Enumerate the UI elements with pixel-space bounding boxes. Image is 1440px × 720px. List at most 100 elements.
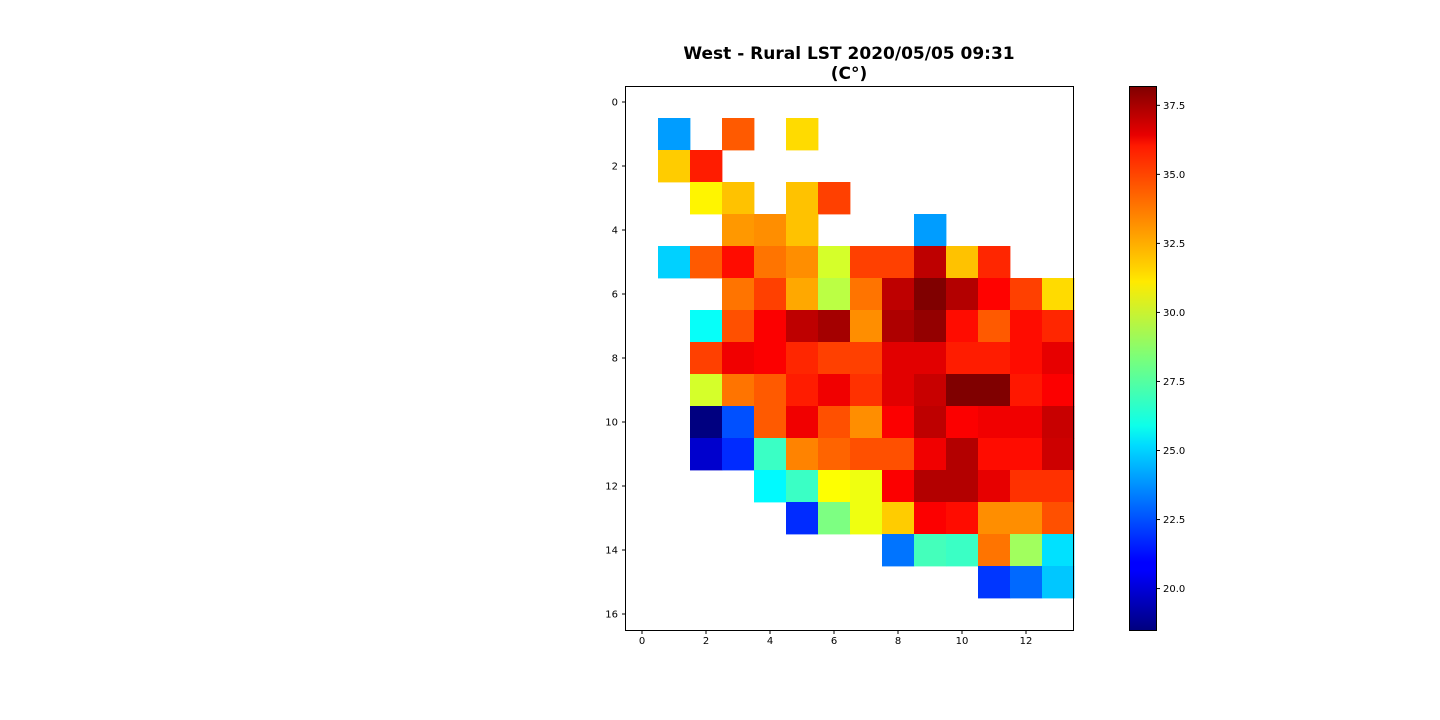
heatmap-cell bbox=[914, 502, 947, 535]
heatmap-cell bbox=[1042, 566, 1075, 599]
heatmap-cell bbox=[914, 310, 947, 343]
heatmap-cell bbox=[914, 470, 947, 503]
colorbar-tick-label: 25.0 bbox=[1163, 446, 1185, 457]
heatmap-cell bbox=[978, 246, 1011, 279]
x-tick-label: 10 bbox=[956, 636, 969, 647]
heatmap-cell bbox=[946, 246, 979, 279]
heatmap-cell bbox=[882, 406, 915, 439]
y-tick-label: 8 bbox=[612, 354, 618, 365]
y-tick-label: 14 bbox=[605, 546, 618, 557]
heatmap-cell bbox=[882, 246, 915, 279]
heatmap-cell bbox=[690, 438, 723, 471]
y-tick-label: 0 bbox=[612, 98, 618, 109]
colorbar-frame bbox=[1129, 86, 1157, 631]
heatmap-cell bbox=[1010, 438, 1043, 471]
heatmap-cells bbox=[658, 118, 1075, 599]
heatmap-cell bbox=[882, 502, 915, 535]
heatmap-cell bbox=[914, 374, 947, 407]
heatmap-cell bbox=[914, 246, 947, 279]
heatmap-cell bbox=[786, 406, 819, 439]
heatmap-cell bbox=[882, 310, 915, 343]
heatmap-cell bbox=[786, 118, 819, 151]
heatmap-cell bbox=[978, 534, 1011, 567]
heatmap-cell bbox=[946, 502, 979, 535]
heatmap-cell bbox=[850, 374, 883, 407]
heatmap-cell bbox=[818, 310, 851, 343]
heatmap-cell bbox=[978, 278, 1011, 311]
chart-subtitle: (C°) bbox=[830, 64, 868, 84]
colorbar-tick-label: 37.5 bbox=[1163, 101, 1185, 112]
heatmap-cell bbox=[722, 438, 755, 471]
heatmap-cell bbox=[1010, 470, 1043, 503]
heatmap-cell bbox=[946, 438, 979, 471]
heatmap-cell bbox=[754, 246, 787, 279]
heatmap-cell bbox=[978, 342, 1011, 375]
heatmap-cell bbox=[722, 182, 755, 215]
heatmap-cell bbox=[1010, 534, 1043, 567]
heatmap-cell bbox=[754, 342, 787, 375]
heatmap-cell bbox=[786, 182, 819, 215]
colorbar-tick-label: 20.0 bbox=[1163, 584, 1185, 595]
heatmap-cell bbox=[1042, 310, 1075, 343]
heatmap-cell bbox=[914, 406, 947, 439]
heatmap-cell bbox=[818, 374, 851, 407]
heatmap-cell bbox=[1010, 566, 1043, 599]
heatmap-cell bbox=[658, 150, 691, 183]
heatmap-cell bbox=[1042, 502, 1075, 535]
x-tick-label: 4 bbox=[767, 636, 773, 647]
heatmap-cell bbox=[818, 246, 851, 279]
heatmap-cell bbox=[690, 246, 723, 279]
x-axis: 0 2 4 6 8 10 12 bbox=[639, 630, 1032, 647]
heatmap-cell bbox=[786, 502, 819, 535]
y-axis: 0 2 4 6 8 10 12 14 16 bbox=[605, 98, 626, 621]
y-tick-label: 12 bbox=[605, 482, 618, 493]
heatmap-cell bbox=[978, 566, 1011, 599]
heatmap-cell bbox=[658, 118, 691, 151]
heatmap-cell bbox=[978, 374, 1011, 407]
heatmap-cell bbox=[754, 214, 787, 247]
heatmap-cell bbox=[946, 342, 979, 375]
heatmap-cell bbox=[914, 278, 947, 311]
heatmap-cell bbox=[850, 470, 883, 503]
heatmap-cell bbox=[1042, 470, 1075, 503]
y-tick-label: 6 bbox=[612, 290, 618, 301]
heatmap-cell bbox=[1010, 374, 1043, 407]
heatmap-cell bbox=[882, 470, 915, 503]
heatmap-cell bbox=[882, 534, 915, 567]
heatmap-cell bbox=[690, 150, 723, 183]
heatmap-cell bbox=[722, 246, 755, 279]
heatmap-cell bbox=[754, 406, 787, 439]
heatmap-cell bbox=[850, 278, 883, 311]
chart-title: West - Rural LST 2020/05/05 09:31 (C°) bbox=[625, 44, 1073, 84]
heatmap-cell bbox=[722, 406, 755, 439]
heatmap-cell bbox=[1010, 310, 1043, 343]
heatmap-cell bbox=[722, 118, 755, 151]
heatmap-cell bbox=[1042, 342, 1075, 375]
x-tick-label: 2 bbox=[703, 636, 709, 647]
colorbar-tick-label: 30.0 bbox=[1163, 308, 1185, 319]
heatmap-cell bbox=[722, 214, 755, 247]
heatmap-cell bbox=[658, 246, 691, 279]
heatmap-cell bbox=[818, 502, 851, 535]
x-tick-label: 6 bbox=[831, 636, 837, 647]
heatmap-cell bbox=[786, 246, 819, 279]
heatmap-cell bbox=[978, 470, 1011, 503]
heatmap-cell bbox=[946, 310, 979, 343]
heatmap-cell bbox=[690, 374, 723, 407]
y-tick-label: 10 bbox=[605, 418, 618, 429]
heatmap-cell bbox=[1010, 342, 1043, 375]
heatmap-cell bbox=[1042, 534, 1075, 567]
heatmap-cell bbox=[818, 470, 851, 503]
heatmap-cell bbox=[1010, 502, 1043, 535]
heatmap-cell bbox=[850, 310, 883, 343]
heatmap-cell bbox=[1042, 438, 1075, 471]
heatmap-cell bbox=[914, 438, 947, 471]
heatmap-cell bbox=[786, 342, 819, 375]
heatmap-cell bbox=[946, 534, 979, 567]
colorbar-tick-label: 32.5 bbox=[1163, 239, 1185, 250]
heatmap-cell bbox=[818, 438, 851, 471]
heatmap-cell bbox=[914, 342, 947, 375]
heatmap-cell bbox=[818, 342, 851, 375]
heatmap-cell bbox=[786, 470, 819, 503]
